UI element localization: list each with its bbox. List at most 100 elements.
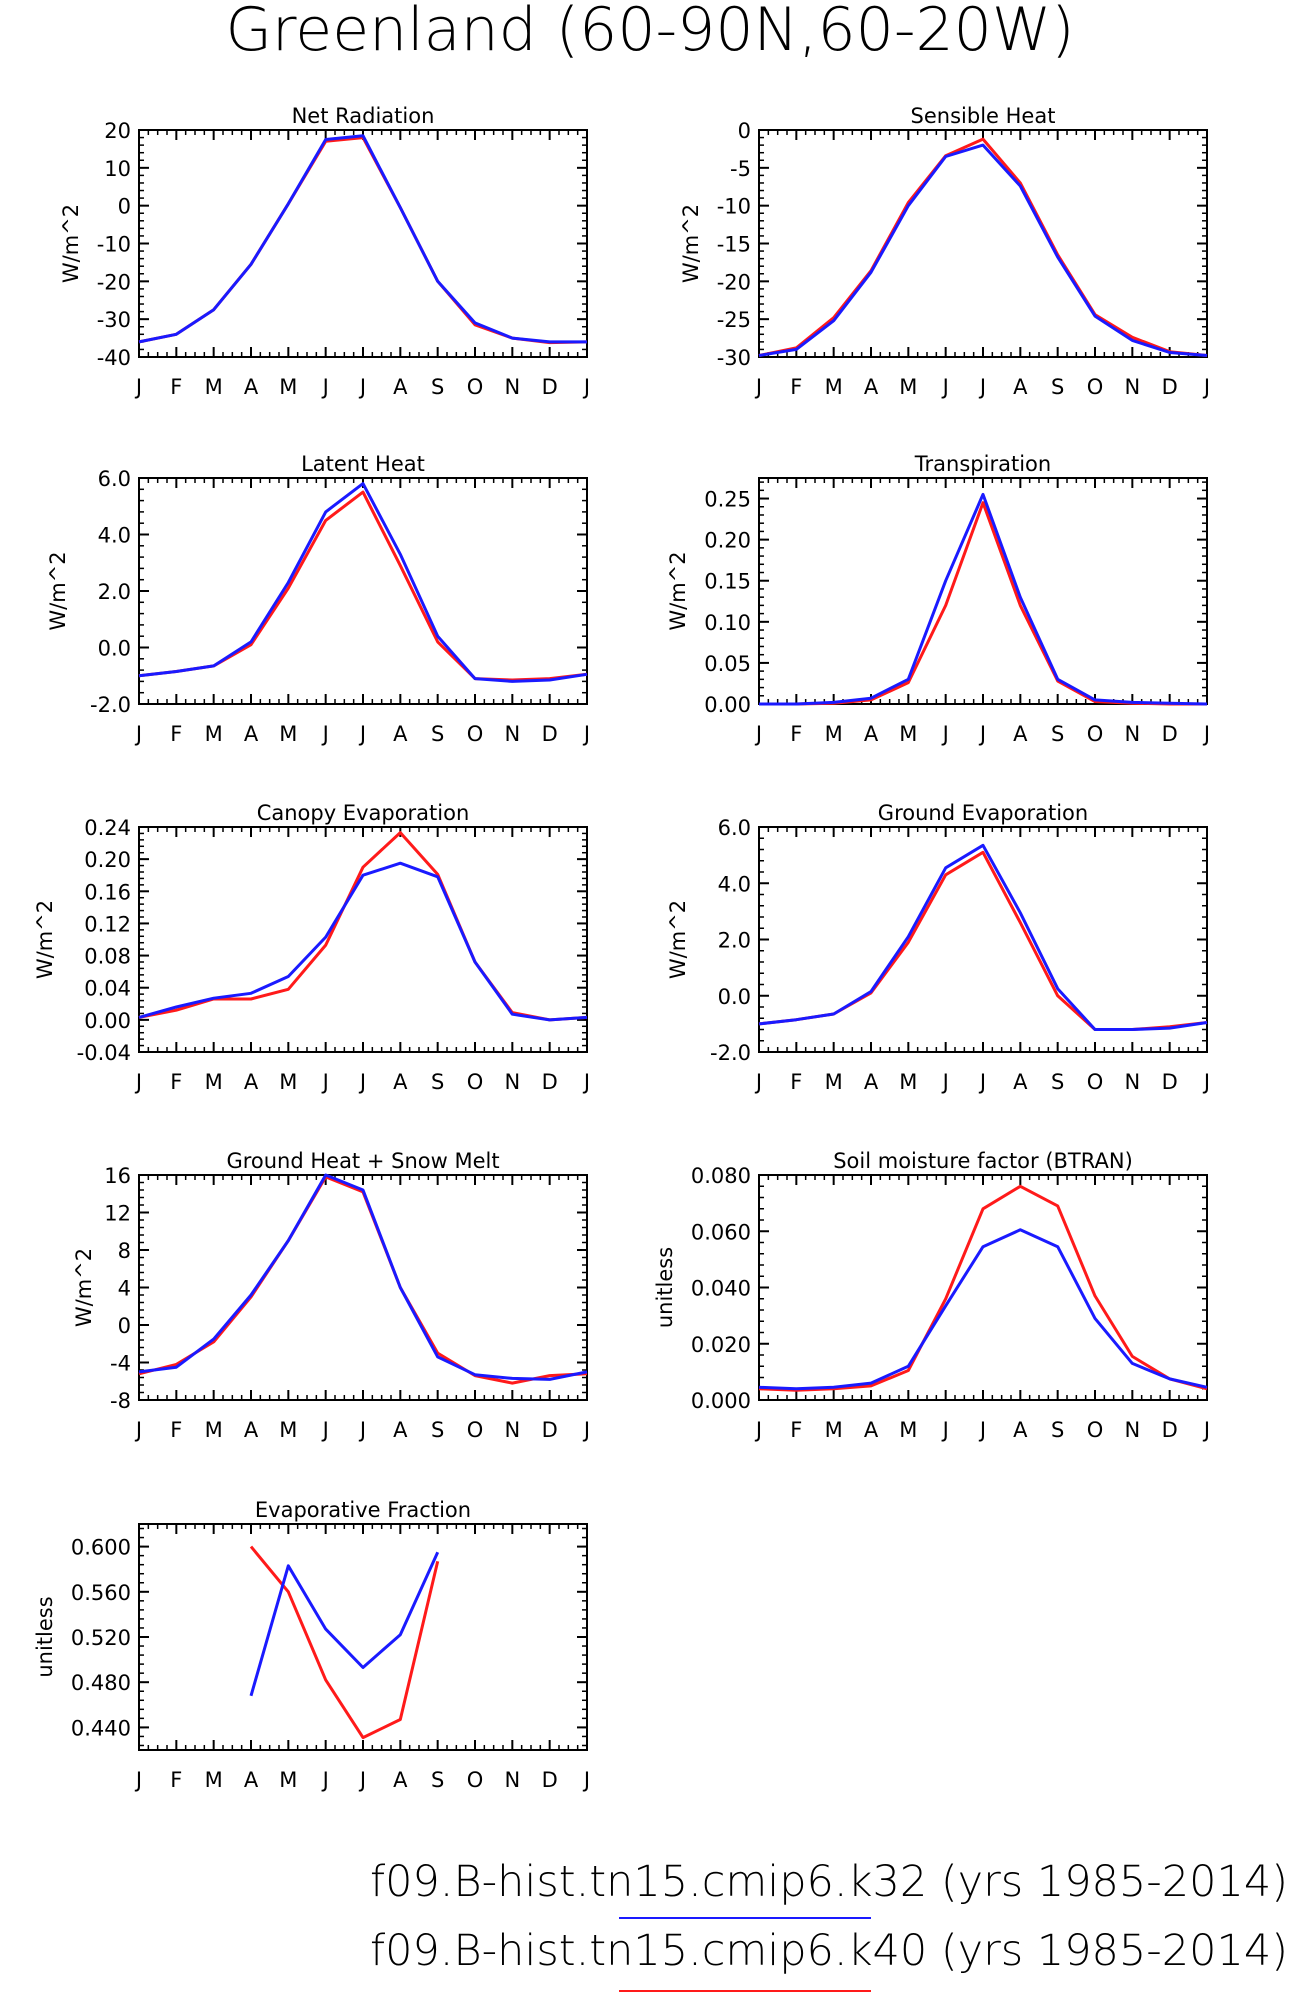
panel-sensible-heat-xtick-label: O	[1087, 375, 1104, 399]
panel-sensible-heat-series-k32-line	[758, 143, 1208, 357]
panel-soil-moisture-factor-btran-ytick-label: 0.020	[691, 1333, 751, 1357]
legend-entry-k32: f09.B-hist.tn15.cmip6.k32 (yrs 1985-2014…	[370, 1857, 1288, 1907]
panel-net-radiation-series-k32-line	[138, 134, 587, 344]
panel-ground-heat-snow-melt-xtick-label: N	[504, 1418, 520, 1442]
panel-canopy-evaporation-xtick-label: N	[504, 1070, 520, 1094]
panel-latent-heat-xtick-label: M	[205, 722, 223, 746]
panel-ground-evaporation-series-k32-line	[758, 843, 1208, 1031]
panel-ground-evaporation-series-k40-line	[758, 850, 1208, 1031]
panel-soil-moisture-factor-btran-ytick-label: 0.000	[691, 1389, 751, 1413]
panel-ground-heat-snow-melt-xtick-label: A	[244, 1418, 259, 1442]
panel-ground-heat-snow-melt-ytick-label: 0	[118, 1314, 131, 1338]
panel-sensible-heat-xtick-label: A	[1013, 375, 1028, 399]
panel-latent-heat-title: Latent Heat	[301, 452, 425, 476]
panel-sensible-heat-ytick-label: -5	[730, 157, 751, 181]
panel-transpiration-ylabel: W/m^2	[666, 551, 690, 630]
panel-ground-heat-snow-melt-ytick-label: 12	[104, 1202, 131, 1226]
panel-soil-moisture-factor-btran-xtick-label: J	[978, 1418, 986, 1442]
panel-net-radiation-ytick-label: -10	[97, 233, 131, 257]
panel-sensible-heat-ytick-label: -20	[717, 270, 751, 294]
panel-evaporative-fraction-xtick-label: J	[321, 1768, 329, 1792]
panel-evaporative-fraction-series-k32-line	[249, 1551, 440, 1697]
panel-transpiration-frame	[758, 477, 1208, 705]
panel-sensible-heat-xtick-label: S	[1051, 375, 1064, 399]
panel-canopy-evaporation-ytick-label: 0.12	[84, 912, 131, 936]
panel-canopy-evaporation-ylabel: W/m^2	[33, 900, 57, 979]
panel-transpiration-xtick-label: J	[754, 722, 762, 746]
panel-evaporative-fraction-xtick-label: S	[431, 1768, 444, 1792]
panel-sensible-heat-ytick-label: -15	[717, 233, 751, 257]
panel-ground-evaporation-xtick-label: J	[978, 1070, 986, 1094]
panel-net-radiation-ytick-label: -20	[97, 270, 131, 294]
panel-latent-heat-xtick-label: A	[244, 722, 259, 746]
panel-evaporative-fraction-xtick-label: J	[582, 1768, 590, 1792]
panel-sensible-heat-ytick-label: -10	[717, 195, 751, 219]
panel-canopy-evaporation-frame	[138, 826, 588, 1053]
panel-transpiration-xtick-label: J	[978, 722, 986, 746]
panel-ground-evaporation-ylabel: W/m^2	[666, 900, 690, 979]
panel-sensible-heat-xtick-label: A	[864, 375, 879, 399]
panel-latent-heat-series-k32-line	[138, 482, 588, 683]
panel-net-radiation-xtick-label: J	[358, 375, 366, 399]
panel-evaporative-fraction-xtick-label: M	[205, 1768, 223, 1792]
panel-net-radiation-xtick-label: J	[321, 375, 329, 399]
panel-canopy-evaporation-ytick-label: 0.20	[84, 848, 131, 872]
panel-net-radiation-xtick-label: J	[134, 375, 142, 399]
panel-ground-evaporation-xtick-label: J	[941, 1070, 949, 1094]
panel-soil-moisture-factor-btran-title: Soil moisture factor (BTRAN)	[833, 1149, 1133, 1173]
panel-sensible-heat-ylabel: W/m^2	[679, 204, 703, 283]
panel-soil-moisture-factor-btran-ytick-label: 0.040	[691, 1277, 751, 1301]
panel-sensible-heat-xtick-label: J	[978, 375, 986, 399]
panel-ground-evaporation-xtick-label: A	[1013, 1070, 1028, 1094]
panel-evaporative-fraction-xtick-label: J	[358, 1768, 366, 1792]
panel-canopy-evaporation-xtick-label: M	[279, 1070, 297, 1094]
panel-transpiration-series-k40-line	[759, 501, 1207, 706]
legend: f09.B-hist.tn15.cmip6.k32 (yrs 1985-2014…	[370, 1857, 1288, 1992]
panel-canopy-evaporation-series-k32-line	[138, 861, 588, 1022]
panel-ground-evaporation-xtick-label: M	[899, 1070, 917, 1094]
panel-latent-heat-xtick-label: O	[467, 722, 484, 746]
panel-net-radiation-xtick-label: O	[467, 375, 484, 399]
panel-ground-evaporation-ytick-label: 4.0	[718, 872, 751, 896]
panel-latent-heat-ylabel: W/m^2	[46, 551, 70, 630]
panel-net-radiation-xtick-label: F	[170, 375, 182, 399]
panel-transpiration-xtick-label: A	[864, 722, 879, 746]
panel-evaporative-fraction-series-k40-line	[249, 1545, 440, 1740]
panel-canopy-evaporation-xtick-label: S	[431, 1070, 444, 1094]
panel-canopy-evaporation-xtick-label: F	[170, 1070, 182, 1094]
panel-ground-evaporation-ytick-label: -2.0	[710, 1041, 751, 1065]
panel-evaporative-fraction-ylabel: unitless	[33, 1596, 57, 1677]
panel-canopy-evaporation-xtick-label: J	[134, 1070, 142, 1094]
panel-latent-heat-xtick-label: S	[431, 722, 444, 746]
panel-soil-moisture-factor-btran-xtick-label: A	[1013, 1418, 1028, 1442]
panel-soil-moisture-factor-btran-xtick-label: N	[1124, 1418, 1140, 1442]
panel-latent-heat-xtick-label: N	[504, 722, 520, 746]
panel-net-radiation-ylabel: W/m^2	[59, 204, 83, 283]
panel-ground-heat-snow-melt-ytick-label: 16	[104, 1164, 131, 1188]
panel-sensible-heat-ytick-label: 0	[738, 119, 751, 143]
panel-ground-evaporation-ytick-label: 6.0	[718, 816, 751, 840]
panel-soil-moisture-factor-btran-xtick-label: F	[790, 1418, 802, 1442]
panel-sensible-heat-xtick-label: J	[941, 375, 949, 399]
panel-net-radiation-title: Net Radiation	[292, 104, 435, 128]
panel-latent-heat-ytick-label: 4.0	[98, 524, 131, 548]
panel-transpiration-xtick-label: J	[1202, 722, 1210, 746]
panel-net-radiation-ytick-label: -40	[97, 346, 131, 370]
panel-canopy-evaporation-xtick-label: J	[321, 1070, 329, 1094]
panel-ground-evaporation-xtick-label: A	[864, 1070, 879, 1094]
panel-sensible-heat-xtick-label: J	[1202, 375, 1210, 399]
panel-ground-evaporation-title: Ground Evaporation	[878, 801, 1088, 825]
panel-net-radiation-ytick-label: 20	[104, 119, 131, 143]
legend-entry-k40: f09.B-hist.tn15.cmip6.k40 (yrs 1985-2014…	[370, 1926, 1288, 1976]
panel-canopy-evaporation-ytick-label: 0.08	[84, 945, 131, 969]
panel-soil-moisture-factor-btran: Soil moisture factor (BTRAN)J F M A M J J A S O N D…	[653, 1149, 1210, 1442]
panel-transpiration-xtick-label: M	[825, 722, 843, 746]
panel-ground-evaporation-xtick-label: J	[754, 1070, 762, 1094]
panel-transpiration-ytick-label: 0.15	[704, 570, 751, 594]
panel-transpiration-ytick-label: 0.25	[704, 488, 751, 512]
panel-canopy-evaporation-ytick-label: 0.00	[84, 1009, 131, 1033]
panel-ground-heat-snow-melt-xtick-label: A	[393, 1418, 408, 1442]
